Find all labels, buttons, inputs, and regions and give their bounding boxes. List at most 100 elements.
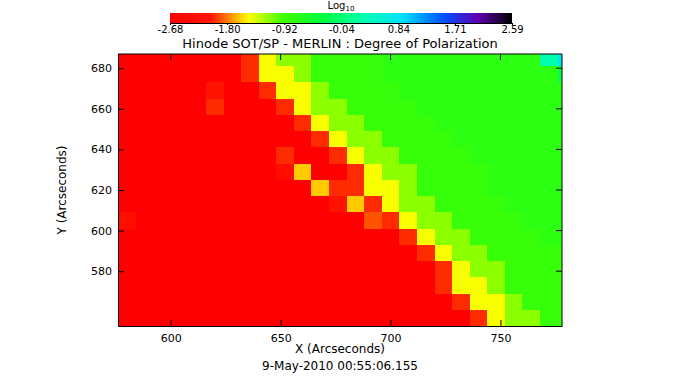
heatmap-cell [276, 245, 294, 261]
heatmap-cell [171, 196, 189, 212]
heatmap-cell [505, 212, 523, 228]
heatmap-cell [153, 245, 171, 261]
heatmap-cell [276, 261, 294, 277]
heatmap-cell [382, 245, 400, 261]
heatmap-cell [540, 164, 558, 180]
heatmap-cell [171, 164, 189, 180]
heatmap-cell [522, 310, 540, 326]
heatmap-cell [347, 82, 365, 98]
heatmap-cell [188, 82, 206, 98]
heatmap-cell [522, 245, 540, 261]
heatmap-cell [241, 294, 259, 310]
heatmap-cell [540, 82, 558, 98]
colorbar-axis: -2.68-1.80-0.92-0.040.841.712.59 [158, 23, 524, 35]
heatmap-cell [522, 54, 540, 66]
heatmap-cell [118, 99, 136, 115]
heatmap-cell [136, 212, 154, 228]
heatmap-cell [276, 54, 294, 66]
heatmap-cell [118, 294, 136, 310]
heatmap-cell [435, 229, 453, 245]
heatmap-cell [311, 229, 329, 245]
heatmap-cell [364, 164, 382, 180]
y-tick-mark [118, 231, 124, 232]
heatmap-cell [153, 180, 171, 196]
y-tick-mark [118, 190, 124, 191]
heatmap-cell [241, 229, 259, 245]
heatmap-cell [470, 277, 488, 293]
heatmap-cell [136, 180, 154, 196]
heatmap-cell [347, 196, 365, 212]
heatmap-cell [399, 229, 417, 245]
heatmap-cell [558, 294, 562, 310]
heatmap-cell [329, 294, 347, 310]
heatmap-cell [224, 196, 242, 212]
heatmap-cell [259, 212, 277, 228]
y-tick-mark-right [556, 149, 562, 150]
y-tick-mark [118, 271, 124, 272]
heatmap-cell [294, 164, 312, 180]
heatmap-cell [417, 261, 435, 277]
heatmap-cell [259, 196, 277, 212]
heatmap-cell [487, 82, 505, 98]
heatmap-cell [136, 277, 154, 293]
heatmap-cell [382, 54, 400, 66]
heatmap-cell [188, 115, 206, 131]
heatmap-cell [311, 180, 329, 196]
x-tick-label: 650 [271, 332, 292, 345]
y-tick: 640 [91, 143, 124, 156]
heatmap-cell [470, 261, 488, 277]
heatmap-cell [329, 131, 347, 147]
colorbar-label: Log10 [328, 0, 355, 13]
heatmap-cell [522, 180, 540, 196]
heatmap-cell [558, 131, 562, 147]
heatmap-cell [487, 99, 505, 115]
heatmap-cell [259, 54, 277, 66]
colorbar-tick-label: 2.59 [501, 24, 523, 35]
heatmap-cell [294, 277, 312, 293]
heatmap-cell [311, 277, 329, 293]
heatmap-cell [399, 261, 417, 277]
heatmap-cell [417, 310, 435, 326]
heatmap-cell [505, 82, 523, 98]
heatmap-cell [540, 54, 558, 66]
heatmap-cell [435, 66, 453, 82]
heatmap-cell [417, 115, 435, 131]
heatmap-cell [259, 310, 277, 326]
heatmap-cell [241, 277, 259, 293]
heatmap-cell [417, 229, 435, 245]
heatmap-cell [470, 245, 488, 261]
heatmap-cell [188, 277, 206, 293]
chart: 600650700750580600620640660680-2.68-1.80… [0, 0, 680, 384]
heatmap-cell [487, 54, 505, 66]
heatmap-cell [136, 131, 154, 147]
heatmap-cell [153, 82, 171, 98]
heatmap-cell [136, 147, 154, 163]
heatmap-cell [241, 82, 259, 98]
heatmap-cell [206, 245, 224, 261]
heatmap-cell [188, 196, 206, 212]
heatmap-cell [505, 294, 523, 310]
heatmap-cell [136, 196, 154, 212]
heatmap-cell [294, 82, 312, 98]
y-tick-mark-right [556, 108, 562, 109]
heatmap-cell [259, 131, 277, 147]
heatmap-cell [276, 180, 294, 196]
heatmap-cell [452, 99, 470, 115]
heatmap-cell [276, 294, 294, 310]
heatmap-cell [294, 66, 312, 82]
heatmap-cell [558, 196, 562, 212]
y-tick-mark [118, 149, 124, 150]
heatmap-cell [558, 212, 562, 228]
heatmap-cell [364, 310, 382, 326]
heatmap-cell [522, 294, 540, 310]
heatmap-cell [470, 196, 488, 212]
heatmap-cell [276, 212, 294, 228]
heatmap-cell [224, 245, 242, 261]
heatmap-cell [452, 245, 470, 261]
heatmap-cell [452, 229, 470, 245]
heatmap-cell [206, 277, 224, 293]
x-tick-mark-top [280, 54, 281, 60]
heatmap-cell [382, 147, 400, 163]
heatmap-cell [224, 180, 242, 196]
heatmap-cell [118, 277, 136, 293]
